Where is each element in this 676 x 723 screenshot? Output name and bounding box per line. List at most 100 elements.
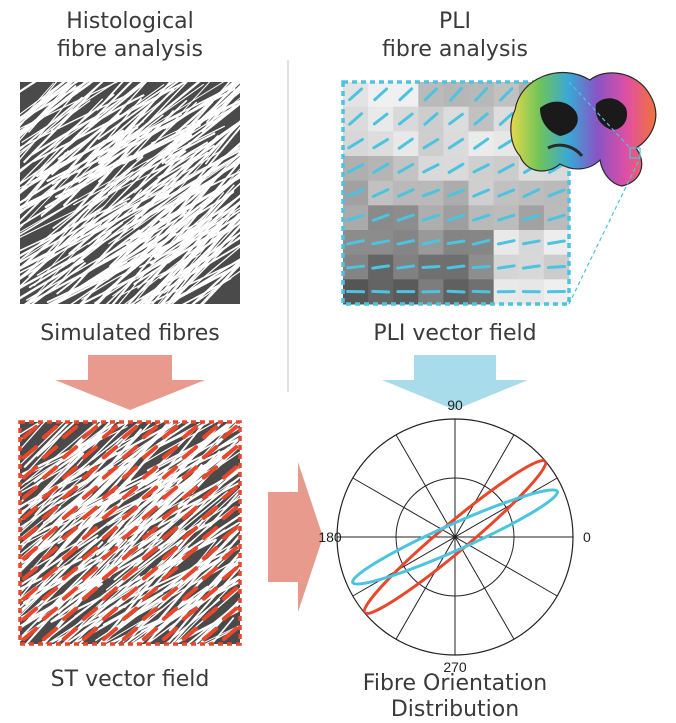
st-vector (121, 566, 139, 581)
fibre-strand (145, 574, 240, 644)
st-vector (201, 606, 219, 621)
fibre-strand (20, 259, 84, 300)
fibre-strand (169, 222, 221, 284)
st-vector (101, 485, 119, 500)
histology-title: Histological fibre analysis (57, 9, 203, 62)
fibre-strand (111, 422, 236, 523)
fibre-strand (192, 120, 240, 157)
pli-vector (398, 87, 414, 102)
fibre-strand (36, 82, 133, 177)
fibre-strand (166, 264, 240, 304)
st-vector (181, 485, 199, 500)
st-vector (221, 566, 239, 581)
st-vector (81, 546, 99, 561)
pli-vector (496, 264, 516, 270)
fibre-strand (146, 481, 240, 534)
fibre-strand (20, 129, 83, 192)
fibre-strand (197, 527, 240, 572)
st-vector (221, 445, 239, 460)
st-vector (201, 445, 219, 460)
fibre-strand (96, 82, 124, 111)
fibre-strand (20, 422, 46, 451)
fibre-strand (20, 498, 63, 529)
st-vector (41, 424, 59, 440)
pli-vector (521, 239, 541, 246)
pli-vector (422, 137, 440, 150)
st-vector (201, 566, 219, 581)
st-vector (161, 546, 179, 561)
pli-vector (371, 188, 390, 198)
st-vector (21, 586, 39, 601)
fibre-strand (24, 236, 151, 304)
st-vector (141, 546, 159, 561)
pli-vector (396, 188, 415, 198)
fibre-strand (146, 432, 240, 496)
pli-vector (371, 213, 390, 222)
st-vector (181, 606, 199, 621)
st-vector (101, 525, 119, 541)
st-vector (21, 525, 39, 541)
fibre-strand (20, 550, 111, 603)
fibre-strand (135, 91, 240, 175)
st-vector (41, 546, 59, 561)
st-vector (221, 485, 239, 500)
pli-vector (421, 264, 441, 270)
st-vector (141, 525, 159, 541)
fibre-strand (20, 198, 78, 236)
st-vector (161, 424, 179, 440)
fibre-strand (138, 126, 240, 251)
st-vector (201, 626, 219, 642)
down-arrow-st (55, 355, 205, 410)
pli-selection-frame (341, 80, 571, 306)
fibre-strand (20, 505, 62, 551)
st-vector (141, 586, 159, 601)
st-vector (121, 546, 139, 561)
fibre-strand (164, 102, 240, 165)
st-selection-frame (18, 420, 242, 646)
fibre-strand (134, 442, 240, 494)
fibre-strand (97, 82, 179, 140)
fibre-strand (192, 598, 240, 644)
fibre-strand (103, 213, 186, 261)
pli-vector (372, 112, 389, 126)
fibre-strand (24, 152, 67, 201)
st-vector (41, 586, 59, 601)
st-vector (141, 606, 159, 621)
st-vector (61, 546, 79, 561)
fibre-strand (20, 498, 159, 640)
st-vector (101, 424, 119, 440)
pli-vector (423, 87, 439, 102)
st-vector (181, 445, 199, 460)
fibre-strand (28, 82, 73, 133)
pli-title-line2: fibre analysis (382, 37, 528, 62)
st-vector (101, 566, 119, 581)
st-vector (21, 566, 39, 581)
st-vector (121, 626, 139, 642)
st-vector (141, 626, 159, 642)
fibre-strand (133, 82, 188, 138)
fibre-strand (107, 422, 207, 543)
st-vector (61, 424, 79, 440)
st-vector (81, 485, 99, 500)
st-vector (121, 424, 139, 440)
st-vector (81, 626, 99, 642)
pli-vector (372, 162, 390, 174)
pli-vector (423, 112, 439, 126)
pli-vector (446, 264, 466, 270)
st-vector (41, 445, 59, 460)
fibre-strand (142, 82, 225, 132)
fibre-strand (200, 262, 240, 304)
pli-vector (471, 264, 491, 270)
fod-caption-line2: Distribution (391, 697, 519, 722)
st-vector (161, 586, 179, 601)
fibre-strand (134, 153, 240, 217)
pli-vector (396, 239, 416, 246)
fibre-strand (131, 520, 240, 588)
st-vector (21, 485, 39, 500)
fibre-strand (20, 481, 112, 556)
pli-vector (346, 188, 365, 198)
st-vector (201, 586, 219, 601)
histology-title-line1: Histological (66, 9, 194, 34)
fibre-strand (20, 548, 144, 642)
pli-vector-field-image (341, 80, 571, 306)
